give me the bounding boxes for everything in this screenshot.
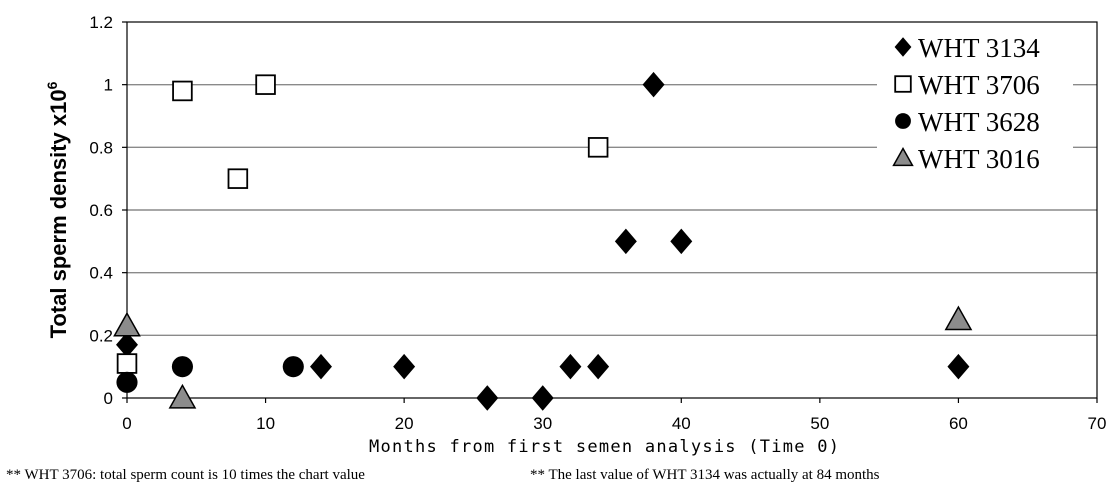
legend-marker-1: [894, 75, 912, 93]
y-tick-label-4: 0.8: [89, 138, 113, 157]
point-series-0-8: [642, 71, 665, 98]
point-series-0-3: [476, 385, 499, 411]
x-tick-label-7: 70: [1088, 414, 1107, 433]
x-tick-label-1: 10: [256, 414, 275, 433]
x-axis-label: Months from first semen analysis (Time 0…: [369, 437, 839, 457]
x-tick-label-3: 30: [533, 414, 552, 433]
point-series-0-2: [393, 353, 416, 380]
series-2: [116, 356, 304, 393]
y-tick-label-6: 1.2: [89, 13, 113, 32]
x-tick-label-5: 50: [810, 414, 829, 433]
point-series-1-0: [116, 353, 138, 374]
point-series-0-6: [587, 353, 610, 380]
point-series-3-0: [113, 311, 141, 337]
point-series-2-2: [282, 356, 304, 378]
point-series-0-4: [531, 385, 554, 411]
legend-marker-3: [892, 147, 914, 167]
legend: WHT 3134 WHT 3706 WHT 3628 WHT 3016: [877, 28, 1073, 188]
footnote-right: ** The last value of WHT 3134 was actual…: [530, 467, 880, 483]
x-tick-label-0: 0: [122, 414, 131, 433]
y-tick-label-3: 0.6: [89, 201, 113, 220]
legend-label-0: WHT 3134: [918, 33, 1040, 63]
series-0: [116, 71, 970, 411]
y-axis-label: Total sperm density x10: [46, 89, 71, 338]
y-tick-label-5: 1: [104, 76, 113, 95]
legend-marker-0: [894, 37, 912, 57]
x-tick-label-4: 40: [672, 414, 691, 433]
y-axis-label-exponent: 6: [44, 81, 60, 89]
y-tick-label-2: 0.4: [89, 264, 113, 283]
y-tick-label-0: 0: [104, 389, 113, 408]
point-series-1-4: [587, 137, 609, 158]
point-series-0-10: [947, 353, 970, 380]
x-tick-label-6: 60: [949, 414, 968, 433]
footnote-left: ** WHT 3706: total sperm count is 10 tim…: [6, 467, 365, 483]
point-series-0-5: [559, 353, 582, 380]
axis-ticks: 0 0.2 0.4 0.6 0.8 1 1.2 0 10 20 30 40 50 60 70: [89, 13, 1106, 433]
legend-label-1: WHT 3706: [918, 70, 1040, 100]
point-series-3-1: [168, 383, 197, 409]
point-series-2-1: [171, 356, 193, 378]
point-series-0-9: [670, 228, 693, 255]
x-tick-label-2: 20: [395, 414, 414, 433]
point-series-1-2: [227, 168, 249, 189]
series-3: [113, 305, 973, 409]
legend-label-3: WHT 3016: [918, 144, 1040, 174]
legend-label-2: WHT 3628: [918, 107, 1040, 137]
point-series-0-7: [614, 228, 637, 255]
y-tick-label-1: 0.2: [89, 326, 113, 345]
series-1: [116, 74, 609, 374]
point-series-1-3: [255, 74, 276, 95]
data-points: [113, 71, 973, 411]
y-axis-title: Total sperm density x106: [44, 81, 71, 338]
svg-text:Total sperm density x106: Total sperm density x106: [44, 81, 71, 338]
legend-marker-2: [895, 113, 911, 129]
point-series-3-2: [944, 305, 973, 331]
point-series-0-1: [310, 353, 332, 380]
point-series-2-0: [116, 371, 138, 393]
point-series-1-1: [172, 80, 193, 102]
